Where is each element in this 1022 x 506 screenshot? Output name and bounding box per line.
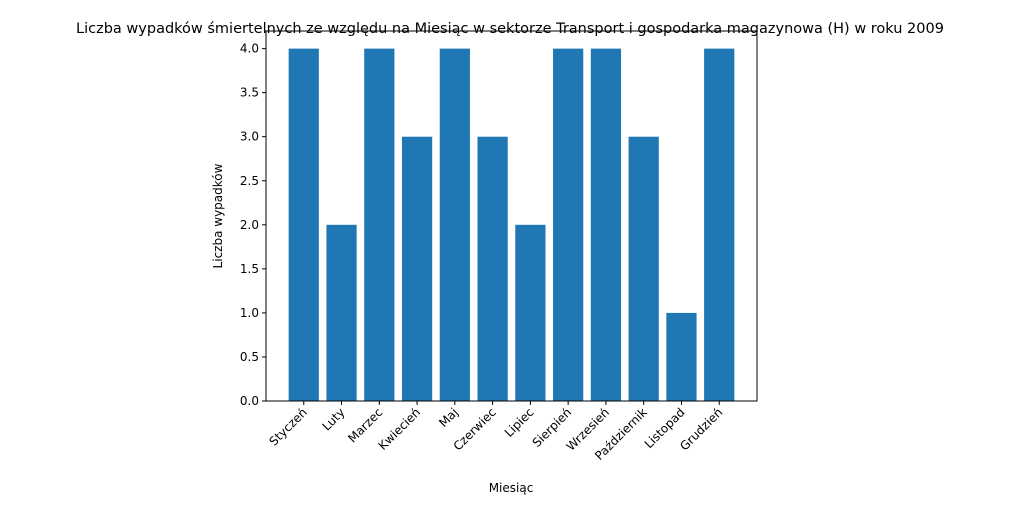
- bar-7: [553, 48, 584, 401]
- plot-frame: [265, 30, 758, 402]
- bar-11: [704, 48, 735, 401]
- bars-group: [288, 48, 735, 401]
- y-tick-label-6: 3.0: [240, 130, 259, 144]
- y-tick-label-3: 1.5: [240, 262, 259, 276]
- x-tick-label-0: Styczeń: [267, 405, 310, 448]
- chart-title: Liczba wypadków śmiertelnych ze względu …: [76, 21, 944, 37]
- y-axis-label: Liczba wypadków: [211, 163, 225, 268]
- y-tick-label-4: 2.0: [240, 218, 259, 232]
- x-axis-label: Miesiąc: [489, 481, 534, 495]
- x-tick-label-6: Lipiec: [502, 405, 537, 440]
- x-tick-label-1: Luty: [319, 405, 347, 433]
- bar-3: [401, 136, 433, 401]
- bar-10: [666, 312, 697, 401]
- bar-0: [288, 48, 319, 401]
- y-tick-label-1: 0.5: [240, 350, 259, 364]
- bar-8: [590, 48, 622, 401]
- bar-2: [364, 48, 395, 401]
- bar-5: [477, 136, 508, 401]
- bar-4: [439, 48, 470, 401]
- y-tick-label-0: 0.0: [240, 394, 259, 408]
- bar-6: [515, 224, 546, 401]
- y-tick-label-7: 3.5: [240, 86, 259, 100]
- y-axis: 0.0 0.5 1.0 1.5 2.0 2.5 3.0 3.5 4.0: [240, 42, 266, 408]
- y-tick-label-2: 1.0: [240, 306, 259, 320]
- y-tick-label-8: 4.0: [240, 42, 259, 56]
- x-tick-label-4: Maj: [436, 405, 461, 430]
- x-tick-label-3: Kwiecień: [376, 405, 424, 453]
- y-tick-label-5: 2.5: [240, 174, 259, 188]
- bar-1: [326, 224, 357, 401]
- bar-9: [628, 136, 659, 401]
